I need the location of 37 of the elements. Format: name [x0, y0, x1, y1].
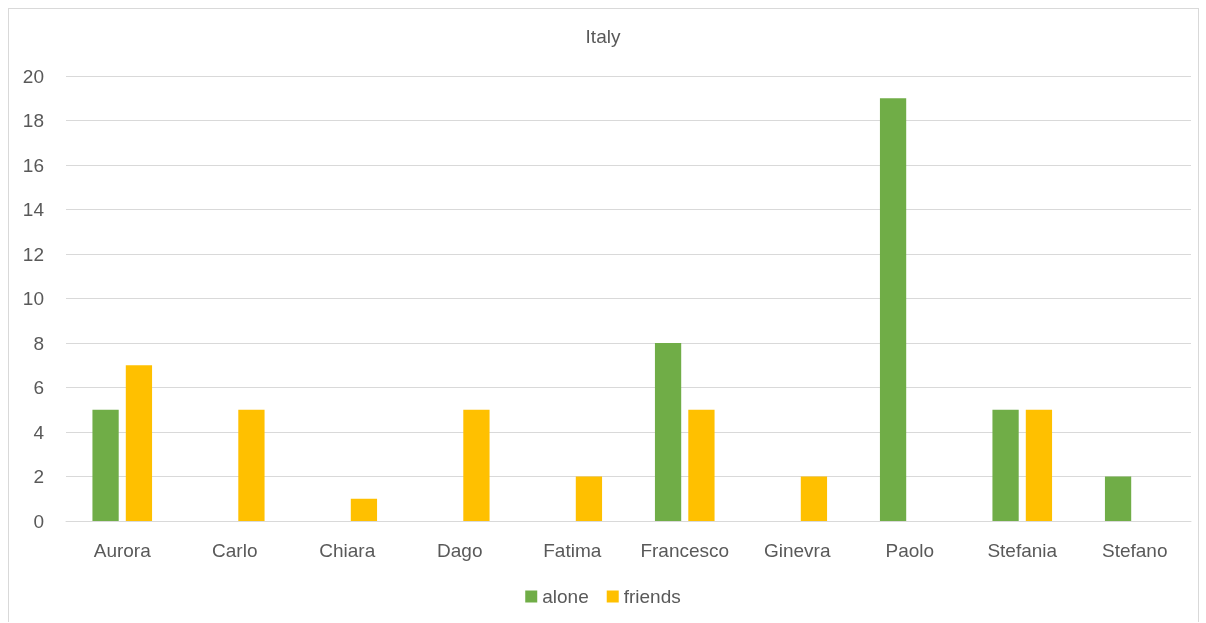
bar [1104, 476, 1132, 521]
x-tick-label: Stefania [987, 540, 1058, 561]
y-tick-label: 14 [22, 199, 45, 220]
bar [879, 98, 907, 521]
x-tick-label: Stefano [1102, 540, 1168, 561]
y-tick-label: 18 [22, 110, 44, 131]
bar [350, 498, 378, 521]
y-tick-label: 8 [33, 332, 44, 354]
legend-label: friends [623, 586, 681, 607]
bar [992, 409, 1019, 521]
bar [575, 476, 603, 521]
x-tick-label: Paolo [885, 540, 935, 561]
bar [238, 409, 265, 521]
x-tick-label: Dago [437, 540, 483, 561]
bar [1025, 409, 1053, 521]
y-tick-label: 10 [22, 288, 44, 309]
x-tick-label: Fatima [543, 540, 602, 561]
bar [463, 409, 490, 521]
bar [688, 409, 715, 521]
bar [800, 476, 828, 521]
x-tick-label: Chiara [319, 540, 376, 561]
x-tick-label: Francesco [640, 540, 730, 561]
y-tick-label: 0 [33, 510, 44, 532]
x-tick-label: Aurora [93, 540, 152, 561]
y-tick-label: 20 [22, 65, 44, 87]
y-tick-label: 2 [33, 466, 44, 487]
chart-title: Italy [585, 26, 621, 47]
bar [654, 343, 682, 521]
y-tick-label: 16 [22, 154, 44, 176]
bar [92, 409, 119, 521]
x-tick-label: Ginevra [763, 540, 831, 561]
y-tick-label: 12 [22, 243, 44, 265]
bar [125, 365, 153, 521]
y-tick-label: 4 [33, 421, 45, 443]
x-tick-label: Carlo [212, 540, 258, 561]
legend-label: alone [542, 586, 589, 607]
y-tick-label: 6 [33, 377, 44, 398]
